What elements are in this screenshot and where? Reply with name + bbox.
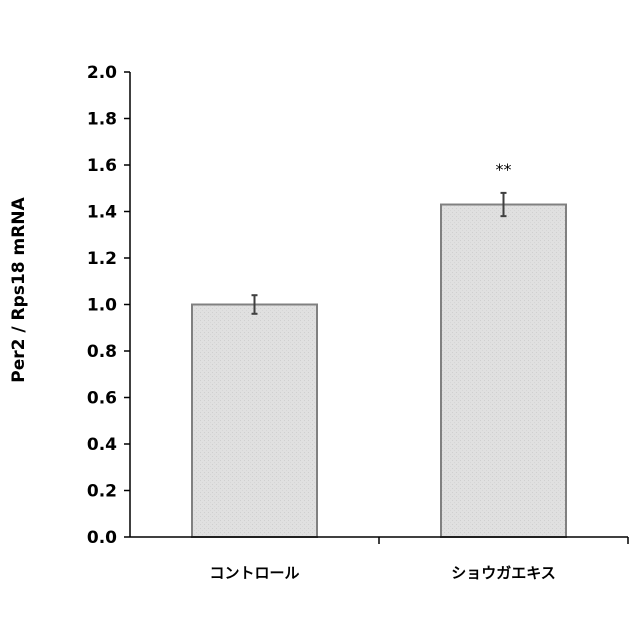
y-tick-label-7: 1.4 — [87, 203, 117, 223]
y-tick-label-4: 0.8 — [87, 342, 117, 362]
x-tick-label-1: コントロール — [209, 564, 299, 582]
y-tick-label-10: 2.0 — [87, 63, 117, 83]
y-tick-label-3: 0.6 — [87, 389, 117, 409]
y-tick-label-8: 1.6 — [87, 156, 117, 176]
y-tick-label-0: 0.0 — [87, 528, 117, 548]
x-tick-label-2: ショウガエキス — [451, 564, 556, 582]
y-tick-label-2: 0.4 — [87, 435, 117, 455]
y-tick-label-6: 1.2 — [87, 249, 117, 269]
y-axis-title: Per2 / Rps18 mRNA — [9, 196, 29, 382]
bar-2 — [441, 205, 566, 537]
significance-label-2: ** — [496, 160, 512, 179]
y-tick-label-9: 1.8 — [87, 110, 117, 130]
bars-layer — [192, 193, 566, 537]
y-tick-label-1: 0.2 — [87, 482, 117, 502]
y-tick-label-5: 1.0 — [87, 296, 117, 316]
bar-1 — [192, 305, 317, 538]
